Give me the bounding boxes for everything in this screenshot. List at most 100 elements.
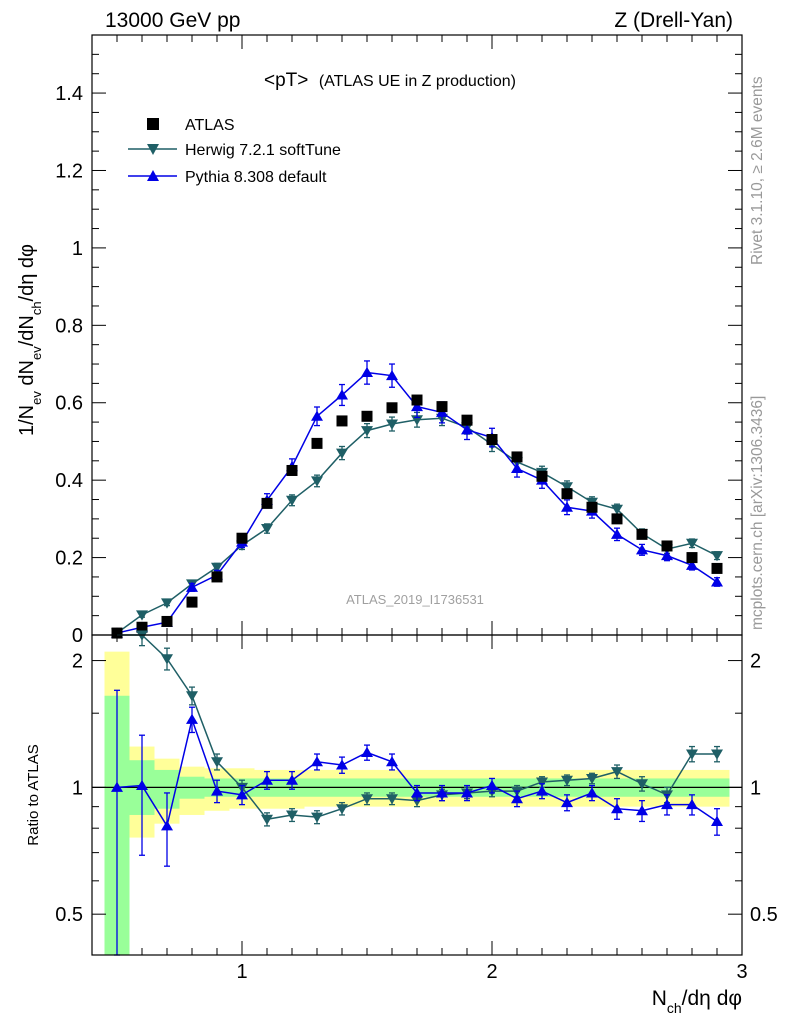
atlas-point <box>161 615 173 627</box>
ratio-ytick-label-left: 2 <box>72 651 83 673</box>
ratio-pythia-point <box>311 756 323 767</box>
ratio-pythia-point <box>261 774 273 785</box>
herwig-point <box>136 610 148 621</box>
atlas-point <box>686 552 698 564</box>
atlas-point <box>436 401 448 413</box>
herwig-point <box>311 476 323 487</box>
herwig-point <box>161 598 173 609</box>
main-ytick-labels: 0 0.2 0.4 0.6 0.8 1 1.2 1.4 <box>55 83 83 647</box>
legend-atlas-marker <box>147 118 159 130</box>
legend-herwig-label: Herwig 7.2.1 softTune <box>185 142 341 159</box>
herwig-point <box>711 551 723 562</box>
legend-pythia-label: Pythia 8.308 default <box>185 169 327 186</box>
ratio-pythia-point <box>711 815 723 826</box>
ratio-ytick-label-right: 0.5 <box>750 904 778 926</box>
atlas-point <box>511 451 523 463</box>
atlas-point <box>611 513 623 525</box>
ratio-ylabel: Ratio to ATLAS <box>25 744 42 845</box>
herwig-point <box>611 504 623 515</box>
atlas-point <box>636 528 648 540</box>
atlas-point <box>536 470 548 482</box>
plot-title-sub: (ATLAS UE in Z production) <box>319 73 516 90</box>
ratio-ytick-label-left: 1 <box>72 777 83 799</box>
main-ytick-label: 0.8 <box>55 315 83 337</box>
ratio-pythia-point <box>461 787 473 798</box>
ratio-pythia-point <box>411 787 423 798</box>
pythia-point <box>611 528 623 539</box>
atlas-point <box>411 394 423 406</box>
herwig-point <box>561 482 573 493</box>
ratio-herwig-point <box>261 814 273 825</box>
ratio-herwig-point <box>336 804 348 815</box>
xtick-label: 1 <box>236 961 247 983</box>
pythia-point <box>661 549 673 561</box>
ratio-pythia-point <box>511 792 523 804</box>
atlas-point <box>136 621 148 633</box>
herwig-point <box>286 495 298 506</box>
herwig-point <box>211 562 223 573</box>
pythia-point <box>386 369 398 381</box>
atlas-point <box>461 414 473 426</box>
xtick-labels: 1 2 3 <box>236 961 747 983</box>
ratio-pythia-point <box>636 805 648 816</box>
ratio-pythia-point <box>436 787 448 798</box>
ratio-ytick-labels: 0.5 0.5 1 1 2 2 <box>55 651 778 927</box>
ratio-pythia-point <box>561 796 573 808</box>
legend-pythia-marker <box>147 170 159 181</box>
pythia-point <box>711 576 723 587</box>
pythia-point <box>336 389 348 400</box>
herwig-point <box>686 538 698 549</box>
herwig-point <box>336 448 348 459</box>
ratio-herwig-point <box>636 779 648 790</box>
xtick-label: 3 <box>736 961 747 983</box>
herwig-point <box>361 426 373 437</box>
ratio-herwig-point <box>611 767 623 778</box>
ratio-pythia-point <box>611 802 623 814</box>
atlas-point <box>286 464 298 476</box>
legend: ATLAS Herwig 7.2.1 softTune Pythia 8.308… <box>128 117 341 186</box>
main-series <box>111 360 723 639</box>
ratio-pythia-point <box>161 820 173 831</box>
atlas-point <box>661 540 673 552</box>
pythia-point <box>686 559 698 570</box>
ratio-herwig-point <box>286 810 298 821</box>
ratio-pythia-point <box>336 759 348 770</box>
atlas-point <box>211 571 223 583</box>
atlas-point <box>111 627 123 639</box>
main-panel: 0 0.2 0.4 0.6 0.8 1 1.2 1.4 <box>55 34 743 647</box>
atlas-point <box>361 410 373 422</box>
pythia-point <box>361 366 373 378</box>
ratio-pythia-point <box>386 756 398 767</box>
main-ytick-label: 0 <box>72 625 83 647</box>
ratio-pythia-point <box>486 779 498 791</box>
main-ytick-label: 1.2 <box>55 160 83 182</box>
ratio-pythia-point <box>136 779 148 791</box>
atlas-point <box>711 562 723 574</box>
ratio-pythia-point <box>686 798 698 810</box>
atlas-point <box>386 402 398 414</box>
ratio-herwig-point <box>561 775 573 786</box>
ratio-pythia-point <box>661 798 673 810</box>
main-ytick-label: 0.6 <box>55 393 83 415</box>
ratio-pythia-point <box>361 746 373 758</box>
mcplots-label: mcplots.cern.ch [arXiv:1306.3436] <box>749 396 766 630</box>
ratio-pythia-point <box>536 785 548 796</box>
atlas-point <box>486 434 498 446</box>
process-label: Z (Drell-Yan) <box>614 9 733 32</box>
ratio-herwig-point <box>361 794 373 805</box>
ratio-pythia-point <box>236 789 248 800</box>
ratio-frame <box>91 634 743 956</box>
atlas-point <box>186 596 198 608</box>
pythia-point <box>411 400 423 412</box>
pythia-point <box>511 462 523 474</box>
ratio-pythia-point <box>586 787 598 798</box>
ratio-panel: 0.5 0.5 1 1 2 2 <box>55 630 778 956</box>
ratio-herwig-point <box>686 749 698 760</box>
atlas-point <box>561 488 573 500</box>
pythia-point <box>186 581 198 592</box>
ratio-herwig-point <box>186 691 198 702</box>
xlabel: Nch/dη dφ <box>652 987 742 1016</box>
pythia-point <box>311 410 323 421</box>
plot-title-main: <pT> <box>264 70 308 91</box>
ratio-series <box>92 630 742 956</box>
